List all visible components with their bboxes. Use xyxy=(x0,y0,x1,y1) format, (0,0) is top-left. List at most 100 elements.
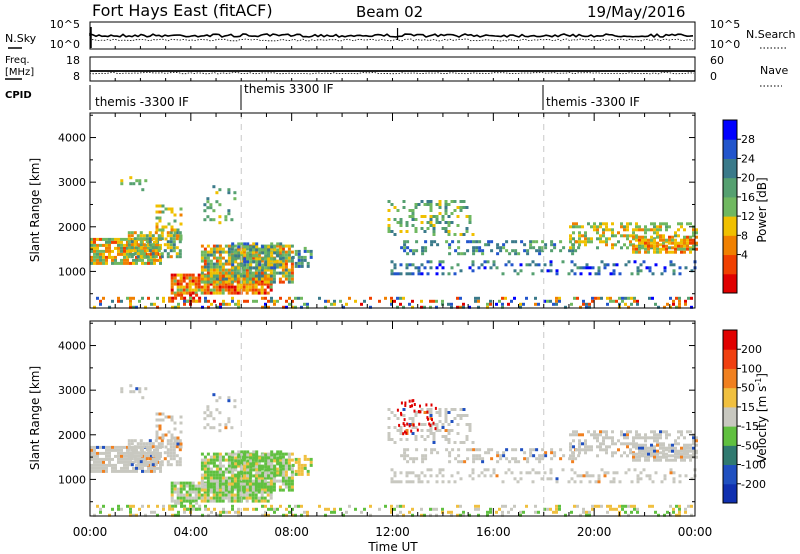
power-cell xyxy=(281,253,285,257)
power-cell xyxy=(166,231,170,235)
power-cell xyxy=(460,252,464,256)
power-cell xyxy=(210,302,213,306)
power-cell xyxy=(133,240,137,244)
velocity-cell xyxy=(273,465,277,469)
velocity-cell xyxy=(230,499,234,503)
velocity-cell xyxy=(618,480,622,484)
velocity-cell xyxy=(680,458,683,462)
velocity-cell xyxy=(213,507,216,511)
power-cell xyxy=(582,266,586,270)
velocity-cell xyxy=(173,490,177,494)
velocity-cell xyxy=(221,464,225,468)
velocity-cell xyxy=(206,490,210,494)
power-cell xyxy=(489,266,493,270)
power-cell xyxy=(212,247,216,251)
power-cell xyxy=(93,237,96,241)
velocity-cell xyxy=(209,411,213,415)
velocity-cell xyxy=(486,468,490,472)
power-cell xyxy=(403,249,407,253)
velocity-cell xyxy=(408,510,411,514)
velocity-cell xyxy=(390,411,394,414)
velocity-cell xyxy=(96,454,99,458)
power-cell xyxy=(668,246,671,250)
velocity-cell xyxy=(234,510,237,514)
velocity-cell xyxy=(605,430,608,434)
power-cell xyxy=(291,305,294,309)
power-cell xyxy=(270,263,274,267)
power-cell xyxy=(218,256,222,260)
power-cell xyxy=(438,263,442,267)
power-cell xyxy=(674,231,677,235)
power-cell xyxy=(653,247,656,251)
power-cell xyxy=(567,272,571,276)
velocity-cell xyxy=(260,482,264,486)
velocity-cell xyxy=(468,426,472,429)
power-cell xyxy=(507,260,511,264)
power-cell xyxy=(255,299,258,303)
power-cell xyxy=(475,240,479,244)
power-cell xyxy=(212,282,216,286)
velocity-cell xyxy=(273,468,277,472)
velocity-cell xyxy=(644,446,647,450)
power-cell xyxy=(224,262,228,266)
power-cell xyxy=(689,235,692,239)
velocity-cell xyxy=(147,469,150,473)
velocity-cell xyxy=(665,446,668,450)
velocity-cell xyxy=(615,507,618,511)
power-cell xyxy=(209,206,213,210)
velocity-cell xyxy=(261,504,264,508)
velocity-cell xyxy=(582,474,586,478)
power-cell xyxy=(272,271,276,275)
velocity-cell xyxy=(420,513,423,517)
velocity-cell xyxy=(132,504,135,508)
power-cell xyxy=(114,258,117,262)
velocity-cell xyxy=(396,480,400,484)
velocity-cell xyxy=(456,423,460,426)
velocity-cell xyxy=(245,488,249,492)
power-cell xyxy=(215,291,219,295)
velocity-cell xyxy=(99,469,102,473)
velocity-cell xyxy=(553,451,557,455)
power-cell xyxy=(209,268,213,272)
velocity-cell xyxy=(264,459,268,463)
velocity-cell xyxy=(572,439,575,443)
velocity-cell xyxy=(574,457,578,461)
velocity-cell xyxy=(206,476,210,480)
velocity-cell xyxy=(248,458,252,462)
velocity-cell xyxy=(672,477,676,481)
power-data xyxy=(90,113,698,309)
power-cell xyxy=(218,285,222,289)
velocity-cell xyxy=(231,450,235,454)
velocity-cell xyxy=(111,445,114,449)
velocity-cell xyxy=(197,481,201,485)
power-cell xyxy=(248,285,252,289)
velocity-cell xyxy=(444,411,448,414)
velocity-cell xyxy=(224,458,228,462)
velocity-cell xyxy=(478,448,482,452)
power-cell xyxy=(212,291,216,295)
power-cell xyxy=(246,245,250,249)
power-cell xyxy=(180,293,184,297)
power-cell xyxy=(231,266,235,270)
velocity-cell xyxy=(200,452,204,456)
velocity-cell xyxy=(233,496,237,500)
velocity-cell xyxy=(209,458,213,462)
x-tick-label: 16:00 xyxy=(476,525,511,539)
power-cell xyxy=(234,257,238,261)
power-cell xyxy=(692,241,695,245)
power-cell xyxy=(264,296,267,300)
power-cell xyxy=(169,246,173,250)
power-cell xyxy=(102,249,105,253)
power-cell xyxy=(164,207,168,211)
power-cell xyxy=(224,244,228,248)
power-cell xyxy=(236,277,240,281)
velocity-cell xyxy=(142,463,146,467)
velocity-cell xyxy=(501,513,504,517)
power-cell xyxy=(614,234,617,238)
velocity-cell xyxy=(692,452,695,456)
power-cell xyxy=(153,249,156,253)
power-cell xyxy=(198,299,202,303)
velocity-cell xyxy=(603,474,607,478)
velocity-cell xyxy=(538,457,542,461)
velocity-cell xyxy=(402,414,406,417)
